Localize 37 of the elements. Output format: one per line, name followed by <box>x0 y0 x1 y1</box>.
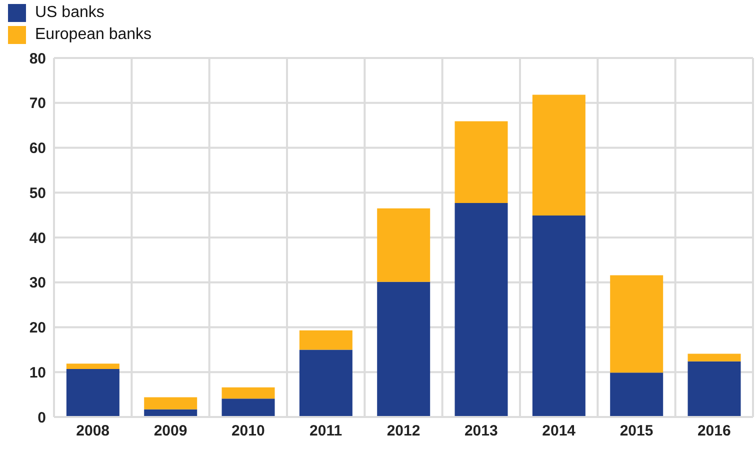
legend-label: European banks <box>35 25 152 45</box>
x-tick-label: 2014 <box>542 422 576 440</box>
y-tick-label: 40 <box>29 230 46 247</box>
bar <box>610 275 664 373</box>
bar <box>144 397 198 410</box>
y-tick-label: 20 <box>29 320 46 337</box>
bar <box>532 216 586 417</box>
bar <box>377 282 430 417</box>
x-tick-label: 2012 <box>386 422 420 440</box>
y-tick-label: 30 <box>29 274 46 292</box>
y-tick-label: 10 <box>29 364 46 382</box>
x-tick-label: 2016 <box>697 422 731 440</box>
y-tick-label: 60 <box>29 140 46 158</box>
y-tick-label: 50 <box>29 184 46 202</box>
x-tick-label: 2015 <box>620 422 654 440</box>
x-tick-label: 2009 <box>154 422 188 440</box>
y-tick-label: 0 <box>38 409 46 426</box>
bar <box>688 354 741 362</box>
bar <box>222 398 275 417</box>
bar <box>454 121 508 203</box>
bar <box>532 94 586 216</box>
bar <box>688 361 741 417</box>
y-tick-label: 70 <box>29 95 46 112</box>
bar <box>299 330 352 350</box>
bar <box>66 364 120 369</box>
x-tick-label: 2011 <box>310 422 342 440</box>
bar <box>610 372 664 417</box>
bar <box>454 202 508 417</box>
legend-label: US banks <box>35 3 104 23</box>
bar <box>299 350 352 417</box>
x-tick-label: 2013 <box>464 422 498 440</box>
bar <box>66 368 120 417</box>
y-tick-label: 80 <box>29 50 46 68</box>
bar <box>222 387 275 399</box>
x-tick-label: 2008 <box>76 422 110 440</box>
x-tick-label: 2010 <box>231 422 265 440</box>
bar <box>377 208 430 282</box>
